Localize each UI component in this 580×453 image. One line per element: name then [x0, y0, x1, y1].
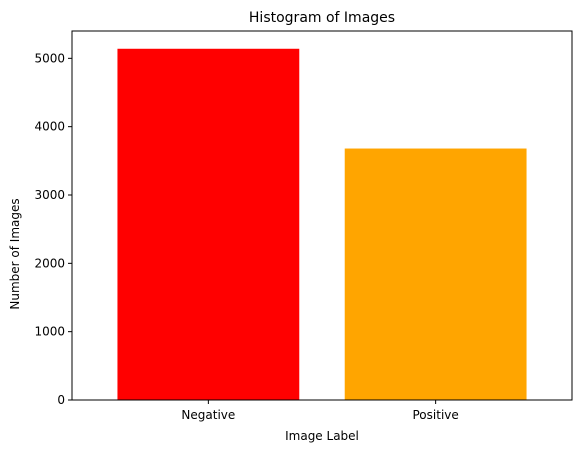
x-tick-label: Positive	[413, 408, 459, 422]
y-tick-label: 2000	[34, 256, 65, 270]
y-tick-label: 5000	[34, 51, 65, 65]
y-tick-label: 1000	[34, 325, 65, 339]
y-tick-label: 3000	[34, 188, 65, 202]
x-axis: Negative Positive	[181, 400, 459, 422]
bar-negative	[117, 48, 300, 401]
chart-title: Histogram of Images	[249, 10, 395, 26]
bars-group	[117, 48, 527, 401]
y-axis: 0 1000 2000 3000 4000 5000	[34, 51, 72, 407]
x-tick-label: Negative	[181, 408, 235, 422]
y-tick-label: 4000	[34, 120, 65, 134]
y-tick-label: 0	[57, 393, 65, 407]
x-axis-label: Image Label	[285, 429, 359, 443]
bar-positive	[344, 148, 527, 400]
plot-frame	[71, 30, 573, 401]
y-axis-label: Number of Images	[8, 198, 22, 309]
plot-area: 0 1000 2000 3000 4000 5000 Negative Positive	[34, 30, 573, 422]
